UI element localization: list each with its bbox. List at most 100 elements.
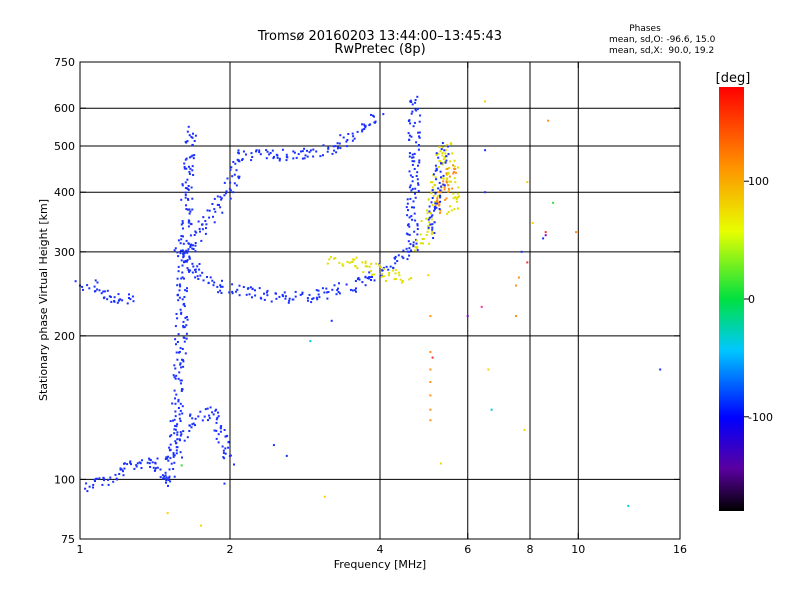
- data-point: [176, 294, 179, 297]
- data-point: [416, 223, 419, 226]
- data-point: [180, 390, 183, 392]
- data-point: [232, 161, 235, 163]
- data-point: [164, 458, 167, 460]
- data-point: [420, 242, 423, 245]
- data-point: [448, 167, 451, 169]
- data-point: [370, 262, 373, 265]
- data-point: [152, 466, 155, 469]
- data-point: [315, 150, 318, 153]
- data-point: [303, 147, 306, 150]
- data-point: [175, 313, 178, 315]
- data-point: [237, 159, 240, 162]
- data-point: [146, 461, 149, 464]
- data-point: [233, 182, 236, 185]
- data-point: [428, 221, 431, 224]
- data-point: [188, 134, 191, 137]
- data-point: [228, 291, 231, 294]
- data-point: [270, 300, 273, 303]
- data-point: [175, 442, 178, 445]
- data-point: [304, 154, 307, 157]
- data-point: [438, 203, 441, 206]
- data-point: [213, 429, 216, 432]
- data-point: [181, 184, 184, 187]
- data-point: [364, 265, 367, 268]
- data-point: [453, 167, 456, 170]
- echo-trace: [74, 279, 135, 305]
- data-point: [188, 257, 191, 260]
- data-point: [417, 131, 420, 134]
- data-point: [431, 228, 434, 231]
- data-point: [408, 170, 411, 173]
- data-point: [181, 298, 184, 301]
- data-point: [436, 202, 439, 205]
- data-point: [177, 239, 180, 242]
- data-point: [437, 152, 440, 155]
- data-point: [333, 284, 336, 287]
- data-point: [429, 368, 432, 371]
- data-point: [407, 223, 410, 226]
- data-point: [402, 257, 405, 260]
- data-point: [185, 249, 188, 252]
- data-point: [416, 178, 419, 181]
- data-point: [175, 351, 178, 354]
- data-point: [397, 254, 400, 257]
- data-point: [454, 168, 457, 171]
- data-point: [411, 163, 414, 166]
- data-point: [192, 244, 194, 247]
- data-point: [415, 109, 418, 112]
- data-point: [175, 452, 178, 455]
- data-point: [258, 149, 261, 152]
- data-point: [416, 224, 419, 227]
- data-point: [434, 204, 437, 207]
- data-point: [380, 273, 383, 275]
- data-point: [431, 186, 434, 189]
- data-point: [306, 155, 309, 158]
- data-point: [221, 445, 224, 448]
- data-point: [310, 301, 313, 304]
- data-point: [95, 477, 98, 480]
- data-point: [193, 140, 196, 142]
- data-point: [223, 482, 226, 485]
- data-point: [188, 220, 191, 223]
- data-point: [432, 173, 435, 176]
- data-point: [182, 303, 185, 306]
- data-point: [181, 456, 183, 459]
- data-point: [418, 159, 421, 162]
- data-point: [178, 283, 181, 286]
- chart-title: Tromsø 20160203 13:44:00–13:45:43: [257, 29, 502, 44]
- data-point: [222, 449, 225, 452]
- data-point: [180, 379, 183, 382]
- data-point: [342, 264, 345, 267]
- data-point: [236, 288, 239, 291]
- data-point: [350, 260, 353, 263]
- data-point: [228, 187, 231, 190]
- data-point: [263, 298, 266, 301]
- data-point: [173, 432, 176, 435]
- data-point: [260, 297, 263, 300]
- data-point: [190, 155, 193, 158]
- data-point: [363, 123, 366, 126]
- data-point: [156, 457, 159, 460]
- data-point: [201, 419, 204, 422]
- data-point: [181, 271, 184, 274]
- data-point: [187, 185, 190, 187]
- data-point: [445, 197, 448, 200]
- data-point: [414, 99, 417, 101]
- data-point: [439, 191, 442, 194]
- data-point: [345, 283, 348, 286]
- phase-line-o: mean, sd,O: -96.6, 15.0: [609, 35, 716, 45]
- data-point: [439, 150, 442, 153]
- data-point: [414, 187, 417, 190]
- data-point: [274, 292, 277, 295]
- data-point: [188, 208, 191, 211]
- data-point: [366, 265, 369, 268]
- data-point: [168, 475, 171, 478]
- data-point: [453, 165, 456, 168]
- data-point: [627, 504, 630, 507]
- data-point: [222, 456, 225, 459]
- data-point: [212, 413, 215, 416]
- data-point: [266, 294, 269, 297]
- data-point: [242, 150, 245, 153]
- data-point: [231, 292, 234, 295]
- data-point: [192, 132, 194, 135]
